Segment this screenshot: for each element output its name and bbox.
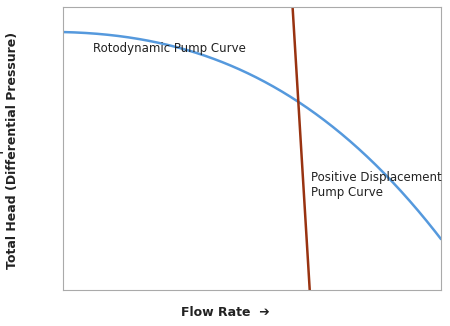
Text: Rotodynamic Pump Curve: Rotodynamic Pump Curve bbox=[93, 42, 246, 55]
Text: Positive Displacement
Pump Curve: Positive Displacement Pump Curve bbox=[310, 171, 441, 199]
Text: Flow Rate  ➔: Flow Rate ➔ bbox=[180, 306, 270, 319]
Text: ↑
Total Head (Differential Pressure): ↑ Total Head (Differential Pressure) bbox=[0, 31, 19, 269]
